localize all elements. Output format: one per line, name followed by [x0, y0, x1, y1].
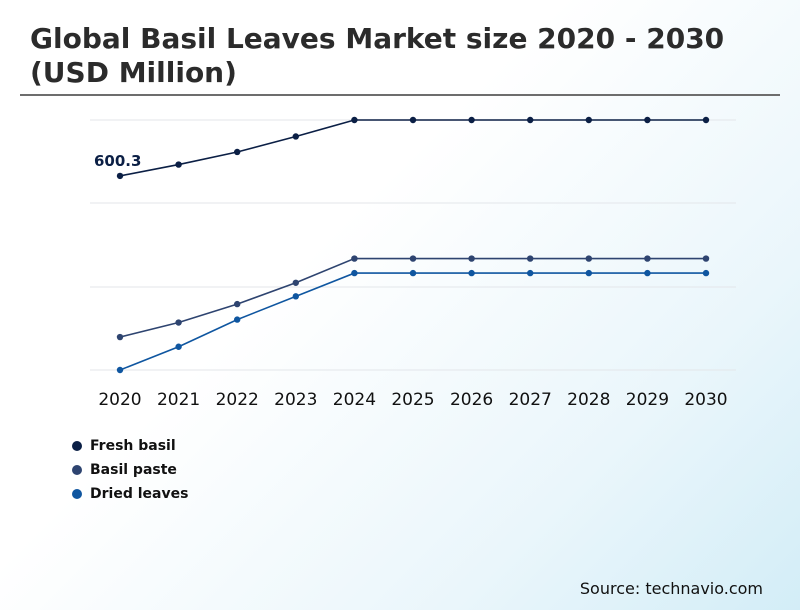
series-2-point [702, 269, 710, 277]
x-tick-label: 2023 [274, 390, 317, 410]
x-tick-label: 2029 [626, 390, 669, 410]
x-tick-label: 2024 [333, 390, 376, 410]
source-label: Source: technavio.com [579, 579, 763, 598]
x-tick-label: 2026 [450, 390, 493, 410]
chart-title: Global Basil Leaves Market size 2020 - 2… [30, 22, 725, 89]
series-line-0 [119, 119, 706, 177]
series-0-point [351, 116, 358, 124]
x-tick-label: 2025 [391, 390, 434, 410]
series-1-point [292, 279, 299, 286]
series-0-point [702, 116, 710, 124]
series-0-point [527, 116, 534, 124]
legend: Fresh basil Basil paste Dried leaves [72, 434, 188, 506]
series-0-point [175, 161, 182, 168]
series-1-point [468, 255, 475, 262]
series-2-point [351, 269, 358, 277]
legend-item: Dried leaves [72, 482, 188, 506]
series-1-point [351, 255, 358, 262]
legend-dot [72, 441, 82, 451]
series-2-point [175, 343, 182, 350]
series-2-point [585, 269, 592, 277]
data-label: 600.3 [94, 152, 141, 170]
legend-label: Basil paste [90, 462, 177, 478]
series-0-point [234, 148, 241, 156]
legend-dot [72, 489, 82, 499]
x-tick-label: 2020 [98, 390, 141, 410]
series-2-point [234, 316, 241, 323]
series-1-point [175, 319, 182, 326]
title-divider [20, 94, 780, 96]
series-2-point [116, 366, 124, 374]
legend-item: Basil paste [72, 458, 188, 482]
series-0-point [292, 133, 299, 140]
series-1-point [234, 300, 241, 308]
series-2-point [292, 293, 299, 300]
legend-item: Fresh basil [72, 434, 188, 458]
series-0-point [585, 116, 592, 124]
series-2-point [409, 269, 417, 277]
series-1-point [116, 333, 124, 341]
series-line-2 [119, 272, 706, 371]
series-1-point [702, 255, 710, 262]
series-2-point [644, 269, 651, 277]
series-2-point [468, 269, 475, 277]
legend-label: Fresh basil [90, 438, 176, 454]
x-tick-label: 2022 [216, 390, 259, 410]
legend-label: Dried leaves [90, 486, 189, 502]
series-0-point [468, 116, 475, 124]
series-2-point [527, 269, 534, 277]
series-0-point [644, 116, 651, 124]
x-tick-label: 2027 [509, 390, 552, 410]
series-1-point [644, 255, 651, 262]
series-0-point [116, 172, 124, 180]
legend-dot [72, 465, 82, 475]
series-0-point [409, 116, 417, 124]
x-tick-label: 2021 [157, 390, 200, 410]
series-1-point [409, 255, 417, 262]
series-1-point [585, 255, 592, 262]
x-tick-label: 2030 [684, 390, 727, 410]
x-tick-label: 2028 [567, 390, 610, 410]
series-1-point [527, 255, 534, 262]
line-chart: 2020 2021 2022 2023 2024 2025 2026 2027 2028 2029… [90, 116, 736, 410]
